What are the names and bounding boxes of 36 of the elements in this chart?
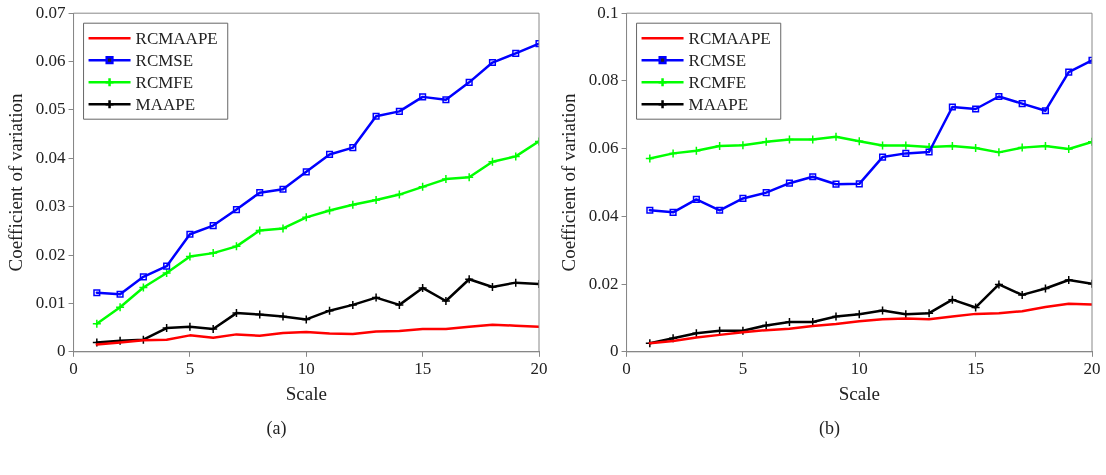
y-tick-label: 0.05 bbox=[35, 99, 66, 119]
x-tick-label: 20 bbox=[530, 359, 548, 379]
y-tick-label: 0 bbox=[57, 341, 66, 361]
x-tick-label: 20 bbox=[1083, 359, 1101, 379]
y-tick-label: 0.03 bbox=[35, 196, 66, 216]
x-axis-title: Scale bbox=[838, 382, 880, 404]
y-tick-label: 0.02 bbox=[35, 244, 66, 264]
legend-label: RCMFE bbox=[135, 72, 194, 92]
y-tick-label: 0.07 bbox=[35, 2, 67, 22]
y-tick-label: 0.06 bbox=[35, 51, 66, 71]
x-tick-label: 5 bbox=[185, 359, 195, 379]
y-tick-label: 0.1 bbox=[597, 2, 619, 22]
legend-label: RCMSE bbox=[135, 50, 194, 70]
text: (a) bbox=[265, 418, 288, 439]
x-tick-label: 5 bbox=[738, 359, 748, 379]
y-axis-title: Coefficient of variation bbox=[558, 93, 580, 272]
legend-label: RCMAAPE bbox=[688, 28, 771, 48]
legend-label: RCMFE bbox=[688, 72, 747, 92]
y-tick-label: 0.08 bbox=[588, 70, 619, 90]
x-axis-title: Scale bbox=[285, 382, 327, 404]
y-tick-label: 0.06 bbox=[588, 138, 619, 158]
y-tick-label: 0 bbox=[610, 341, 619, 361]
legend-label: MAAPE bbox=[135, 94, 196, 114]
x-tick-label: 10 bbox=[850, 359, 868, 379]
y-tick-label: 0.02 bbox=[588, 273, 619, 293]
x-tick-label: 10 bbox=[297, 359, 315, 379]
y-tick-label: 0.04 bbox=[588, 205, 620, 225]
y-axis-title: Coefficient of variation bbox=[5, 93, 27, 272]
legend-label: RCMSE bbox=[688, 50, 747, 70]
y-tick-label: 0.04 bbox=[35, 147, 67, 167]
legend-label: RCMAAPE bbox=[135, 28, 218, 48]
text: (b) bbox=[818, 418, 841, 439]
y-tick-label: 0.01 bbox=[35, 292, 66, 312]
legend-label: MAAPE bbox=[688, 94, 749, 114]
x-tick-label: 15 bbox=[414, 359, 432, 379]
x-tick-label: 15 bbox=[967, 359, 985, 379]
